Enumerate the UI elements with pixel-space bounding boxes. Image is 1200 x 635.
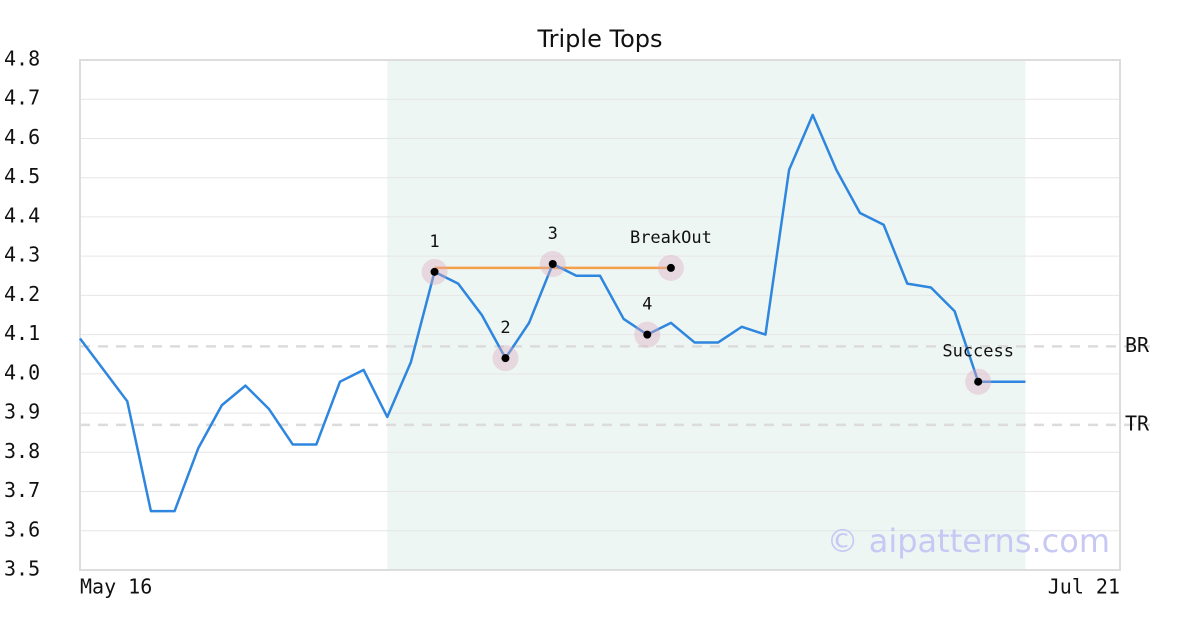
- y-tick-label: 4.2: [4, 282, 40, 306]
- marker-label: Success: [942, 342, 1014, 362]
- marker-dot: [643, 330, 652, 339]
- y-tick-label: 4.6: [4, 125, 40, 149]
- marker-label: BreakOut: [630, 228, 712, 248]
- marker-label: 3: [548, 224, 558, 244]
- marker-dot: [666, 263, 675, 272]
- y-tick-label: 4.0: [4, 360, 40, 384]
- y-tick-label: 4.8: [4, 47, 40, 71]
- y-tick-label: 4.5: [4, 164, 40, 188]
- y-tick-label: 3.9: [4, 400, 40, 424]
- marker-dot: [548, 260, 557, 268]
- level-label: BR: [1125, 333, 1150, 357]
- y-tick-label: 3.6: [4, 517, 40, 541]
- y-tick-label: 3.7: [4, 478, 40, 502]
- y-tick-label: 3.5: [4, 557, 40, 581]
- chart-title: Triple Tops: [537, 25, 663, 53]
- marker-dot: [501, 354, 510, 363]
- marker-dot: [974, 377, 983, 386]
- marker-label: 1: [429, 232, 439, 252]
- y-tick-label: 4.4: [4, 203, 40, 227]
- y-tick-label: 4.7: [4, 86, 40, 110]
- marker-label: 4: [642, 295, 652, 315]
- y-tick-label: 4.1: [4, 321, 40, 345]
- marker-label: 2: [500, 318, 510, 338]
- marker-dot: [430, 267, 439, 276]
- x-tick-label: Jul 21: [1048, 575, 1120, 599]
- y-tick-label: 3.8: [4, 439, 40, 463]
- watermark: © aipatterns.com: [827, 522, 1110, 560]
- y-tick-label: 4.3: [4, 243, 40, 267]
- x-tick-label: May 16: [80, 575, 152, 599]
- level-label: TR: [1125, 411, 1150, 435]
- plot-frame: [79, 59, 1121, 571]
- plot-under: [80, 59, 1120, 571]
- highlight-region: [387, 60, 1026, 570]
